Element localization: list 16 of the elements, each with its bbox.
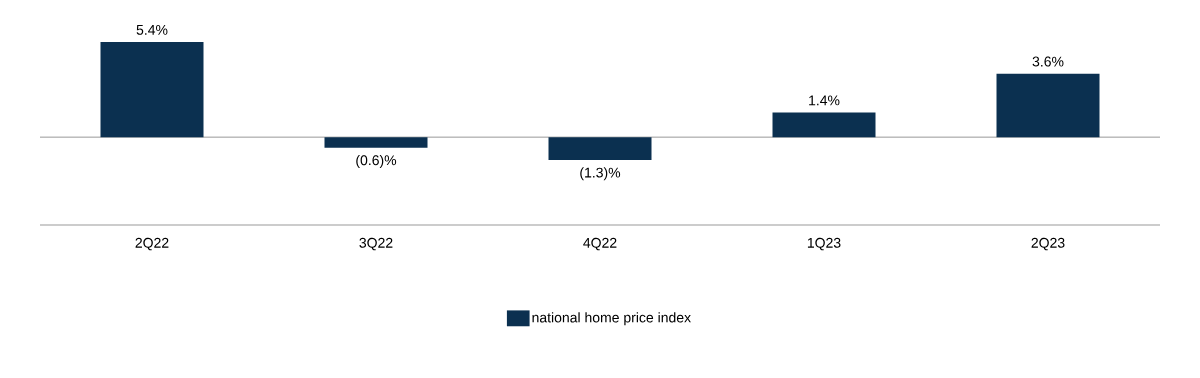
- data-label: 3.6%: [1032, 56, 1064, 67]
- bar: [548, 137, 652, 161]
- bar: [772, 112, 876, 138]
- legend-label: national home price index: [532, 312, 691, 326]
- bar: [996, 73, 1100, 138]
- x-tick-label: 4Q22: [583, 237, 617, 251]
- x-tick-label: 2Q22: [135, 237, 169, 251]
- data-label: 5.4%: [136, 24, 168, 35]
- data-label: (1.3)%: [580, 167, 621, 181]
- bar: [324, 137, 428, 148]
- x-tick-label: 2Q23: [1031, 237, 1065, 251]
- data-label: 1.4%: [809, 95, 840, 106]
- data-label: (0.6)%: [356, 154, 397, 168]
- x-tick-label: 3Q22: [359, 237, 393, 251]
- x-tick-label: 1Q23: [807, 237, 841, 251]
- bar: [100, 42, 204, 138]
